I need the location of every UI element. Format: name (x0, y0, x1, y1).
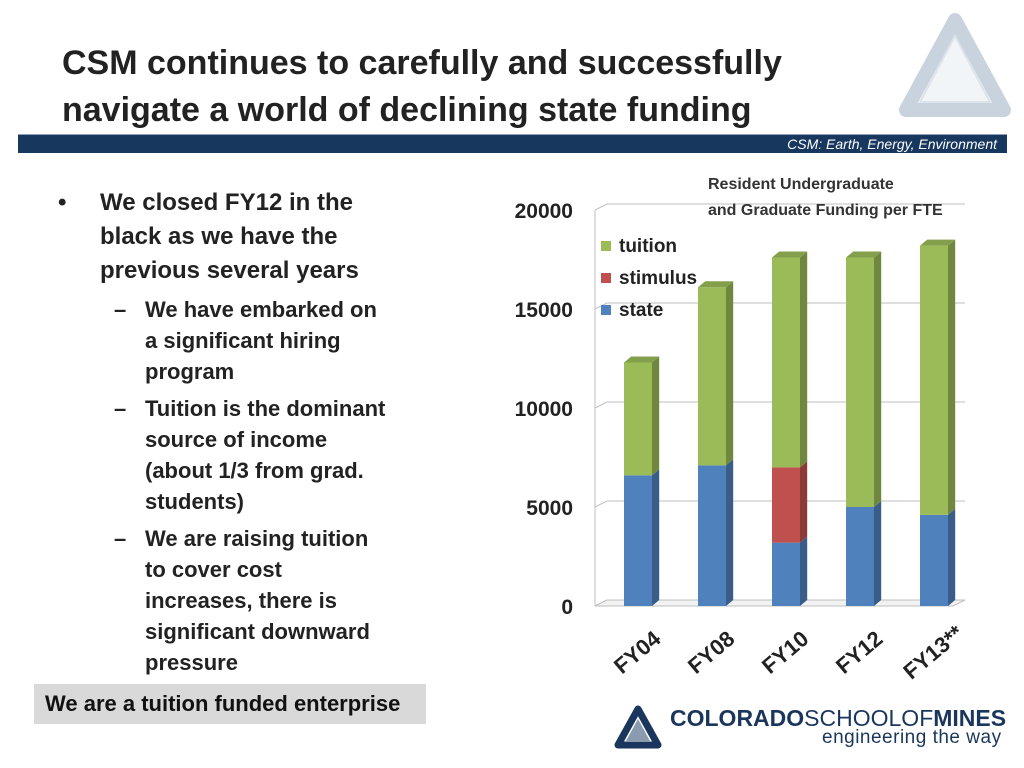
bar-side-tuition (726, 281, 734, 466)
bar-top (920, 239, 956, 246)
sub-bullet-marker: – (114, 526, 127, 551)
bar-segment-state (846, 507, 874, 606)
bullet-line: increases, there is (145, 588, 338, 613)
bar-segment-state (920, 514, 948, 606)
bar-side-state (948, 508, 956, 606)
legend-label-stimulus: stimulus (619, 268, 697, 289)
chart-title-line: and Graduate Funding per FTE (708, 202, 943, 219)
callout-box: We are a tuition funded enterprise (34, 684, 426, 724)
callout-text: We are a tuition funded enterprise (45, 691, 401, 716)
bar-segment-state (772, 542, 800, 606)
bullet-line: (about 1/3 from grad. (145, 458, 364, 483)
bar-top (846, 251, 882, 258)
bar-top (698, 281, 734, 288)
legend-swatch-tuition (601, 241, 611, 251)
bullet-line: previous several years (100, 257, 359, 284)
bar-segment-state (698, 465, 726, 606)
brand-tagline: engineering the way (822, 727, 1002, 748)
y-tick-label: 5000 (526, 497, 573, 520)
bar-segment-tuition (846, 257, 874, 507)
bullet-line: Tuition is the dominant (145, 396, 386, 421)
brand-name-bold: COLORADO (670, 705, 805, 731)
slide-title-line-2: navigate a world of declining state fund… (62, 91, 752, 129)
bar-side-tuition (800, 251, 808, 468)
x-tick-label: FY13** (898, 620, 968, 684)
bar-segment-tuition (698, 287, 726, 466)
sub-bullet-marker: – (114, 297, 127, 322)
x-tick-label: FY04 (609, 625, 666, 678)
bar-segment-state (624, 475, 652, 606)
slide-title-line-1: CSM continues to carefully and successfu… (62, 44, 782, 82)
bar-side-tuition (652, 356, 660, 476)
sub-bullet-item: – We are raising tuition to cover cost i… (58, 523, 438, 678)
bullet-item: • We closed FY12 in the black as we have… (58, 186, 438, 288)
bullet-line: source of income (145, 427, 328, 452)
legend-swatch-state (601, 305, 611, 315)
sub-bullet-item: – Tuition is the dominant source of inco… (58, 393, 438, 517)
y-tick-label: 20000 (515, 200, 573, 223)
header-band-text: CSM: Earth, Energy, Environment (787, 136, 997, 152)
bullet-line: We are raising tuition (145, 526, 369, 551)
bar-side-tuition (874, 251, 882, 507)
y-tick-label: 10000 (515, 398, 573, 421)
x-tick-label: FY12 (831, 626, 887, 679)
bar-top (624, 356, 660, 363)
bar-side-tuition (948, 239, 956, 515)
y-tick-label: 15000 (515, 299, 573, 322)
mines-mark-icon (614, 705, 662, 749)
bar-side-stimulus (800, 461, 808, 543)
header-band: CSM: Earth, Energy, Environment (18, 134, 1007, 153)
bullet-line: to cover cost (145, 557, 282, 582)
bar-side-state (874, 501, 882, 606)
bullet-list: • We closed FY12 in the black as we have… (58, 186, 438, 678)
x-tick-label: FY10 (757, 626, 813, 679)
bar-segment-stimulus (772, 467, 800, 543)
bar-top (772, 251, 808, 258)
chart-title-line: Resident Undergraduate (708, 176, 894, 193)
x-tick-label: FY08 (683, 626, 739, 679)
bullet-line: a significant hiring (145, 328, 341, 353)
gridline (594, 401, 608, 409)
funding-chart-svg: 0 5000 10000 15000 20000 FY04 FY08 FY10 FY12 FY13… (515, 176, 969, 684)
bar-side-state (726, 459, 734, 606)
y-tick-label: 0 (561, 596, 573, 619)
legend-swatch-stimulus (601, 273, 611, 283)
gridline (594, 500, 608, 508)
brand-name-light: SCHOOLOF (804, 705, 934, 731)
bullet-line: program (145, 359, 235, 384)
bar-side-state (800, 536, 808, 606)
bullet-marker: • (58, 189, 67, 216)
bullet-line: significant downward (145, 619, 370, 644)
brand-logo: COLORADOSCHOOLOFMINES engineering the wa… (612, 703, 1020, 763)
slide-title: CSM continues to carefully and successfu… (62, 40, 912, 134)
gridline (594, 203, 608, 211)
school-logo-icon (899, 13, 1011, 117)
bullet-line: We have embarked on (145, 297, 377, 322)
bullet-line: We closed FY12 in the (100, 189, 353, 216)
brand-name-bold-2: MINES (933, 705, 1007, 731)
bullet-line: students) (145, 489, 244, 514)
bar-segment-tuition (772, 257, 800, 468)
bar-side-state (652, 469, 660, 606)
funding-chart: 0 5000 10000 15000 20000 FY04 FY08 FY10 FY12 FY13… (493, 166, 1013, 706)
bullet-line: pressure (145, 650, 238, 675)
bar-segment-tuition (624, 362, 652, 476)
bar-segment-tuition (920, 245, 948, 515)
legend-label-tuition: tuition (619, 236, 677, 257)
sub-bullet-item: – We have embarked on a significant hiri… (58, 294, 438, 387)
legend-label-state: state (619, 300, 663, 321)
brand-name: COLORADOSCHOOLOFMINES (670, 705, 1006, 732)
sub-bullet-marker: – (114, 396, 127, 421)
bullet-line: black as we have the (100, 223, 338, 250)
